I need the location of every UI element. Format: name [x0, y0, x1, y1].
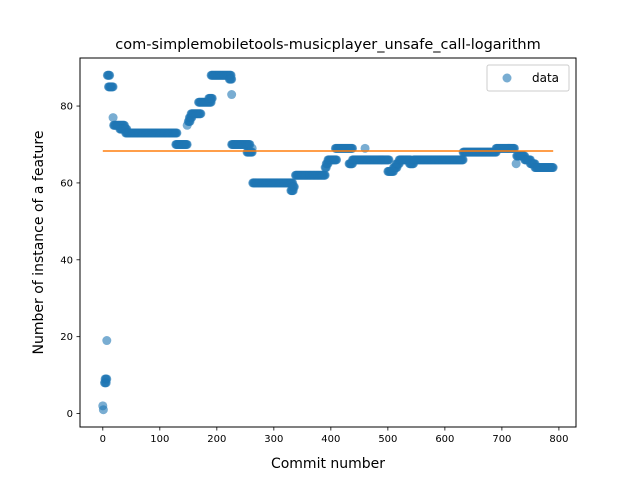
data-point — [207, 93, 217, 103]
data-point — [182, 139, 192, 149]
y-axis-ticks: 0 20 40 60 80 — [60, 102, 80, 420]
data-point — [105, 70, 115, 80]
x-tick-label: 400 — [321, 434, 340, 445]
data-point — [511, 159, 521, 169]
x-tick-label: 200 — [207, 434, 226, 445]
x-axis-ticks: 0 100 200 300 400 500 600 700 800 — [100, 427, 568, 445]
data-point — [384, 155, 394, 165]
plot-frame — [79, 57, 577, 428]
data-point — [196, 109, 206, 119]
y-axis-label: Number of instance of a feature — [31, 131, 47, 355]
y-tick-label: 40 — [60, 255, 73, 266]
x-tick-label: 700 — [492, 434, 511, 445]
data-point — [108, 113, 118, 123]
x-tick-label: 500 — [378, 434, 397, 445]
data-point — [548, 163, 558, 173]
data-point — [102, 374, 112, 384]
data-point — [102, 336, 112, 346]
data-point — [172, 128, 182, 138]
x-tick-label: 800 — [549, 434, 568, 445]
y-tick-label: 80 — [60, 102, 73, 113]
legend-box — [486, 64, 570, 92]
chart-title: com-simplemobiletools-musicplayer_unsafe… — [115, 37, 540, 53]
x-tick-label: 600 — [435, 434, 454, 445]
legend-marker — [502, 73, 512, 83]
x-tick-label: 300 — [264, 434, 283, 445]
data-point — [320, 170, 330, 180]
x-axis-label: Commit number — [271, 456, 385, 472]
data-point — [332, 155, 342, 165]
data-point — [458, 155, 468, 165]
data-point — [108, 82, 118, 92]
data-point — [227, 90, 237, 100]
legend: data — [486, 64, 570, 92]
x-tick-label: 0 — [100, 434, 106, 445]
legend-label: data — [532, 71, 559, 85]
scatter-points — [98, 70, 558, 415]
y-tick-label: 20 — [60, 332, 73, 343]
x-tick-label: 100 — [150, 434, 169, 445]
y-tick-label: 60 — [60, 178, 73, 189]
data-point — [289, 182, 299, 192]
y-tick-label: 0 — [67, 409, 73, 420]
data-point — [227, 74, 237, 84]
data-point — [98, 405, 108, 415]
